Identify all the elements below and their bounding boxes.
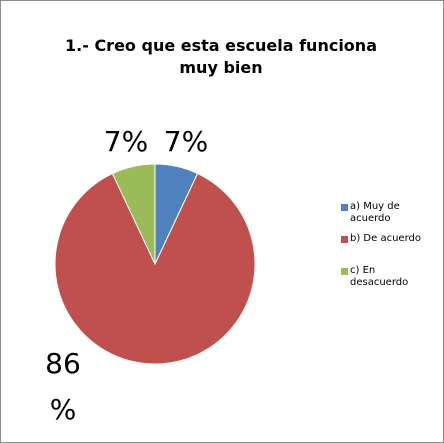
data-label: 86%	[45, 347, 81, 426]
chart-title: 1.- Creo que esta escuela funciona muy b…	[65, 36, 377, 77]
legend-swatch	[341, 268, 348, 275]
pie-slice	[54, 172, 256, 365]
data-label: 7%	[104, 125, 148, 158]
data-label: 7%	[164, 125, 208, 158]
legend-label: c) En desacuerdo	[350, 265, 409, 288]
legend-label: b) De acuerdo	[350, 233, 421, 244]
legend-swatch	[341, 236, 348, 243]
legend-swatch	[341, 204, 348, 211]
pie-slice	[111, 163, 156, 265]
legend-label: a) Muy de acuerdo	[350, 201, 400, 224]
